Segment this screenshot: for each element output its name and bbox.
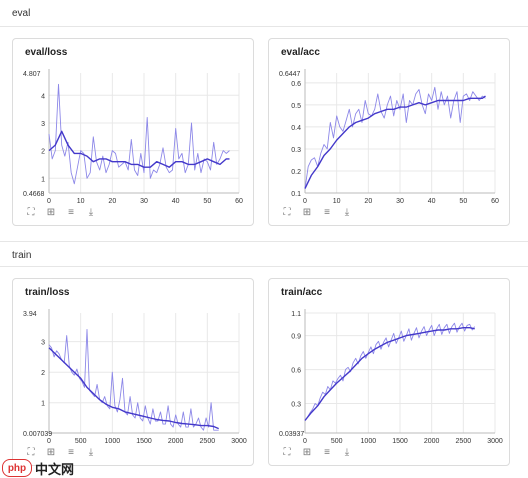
- series-line-raw: [48, 329, 219, 431]
- download-icon[interactable]: ⤓: [344, 207, 350, 218]
- x-tick-label: 20: [364, 198, 372, 205]
- x-tick-label: 60: [491, 198, 499, 205]
- download-icon[interactable]: ⤓: [344, 447, 350, 458]
- x-tick-label: 20: [108, 198, 116, 205]
- series-line-smoothed: [304, 327, 475, 421]
- x-tick-label: 2500: [200, 438, 216, 445]
- download-icon[interactable]: ⤓: [88, 447, 94, 458]
- y-tick-label: 1: [41, 401, 45, 408]
- x-tick-label: 3000: [487, 438, 503, 445]
- series-line-smoothed: [48, 347, 219, 430]
- y-extent-label: 0.03937: [279, 431, 304, 438]
- y-tick-label: 0.6: [291, 81, 301, 88]
- watermark: php 中文网: [2, 458, 74, 478]
- series-line-raw: [304, 322, 476, 421]
- x-tick-label: 10: [77, 198, 85, 205]
- x-tick-label: 50: [203, 198, 211, 205]
- y-extent-label: 0.007039: [23, 431, 52, 438]
- expand-icon[interactable]: ⛶: [283, 207, 291, 218]
- x-tick-label: 10: [333, 198, 341, 205]
- y-extent-label: 3.94: [23, 311, 37, 318]
- y-tick-label: 3: [41, 121, 45, 128]
- x-tick-label: 3000: [231, 438, 247, 445]
- y-tick-label: 2: [41, 370, 45, 377]
- x-tick-label: 60: [235, 198, 243, 205]
- section-divider: [0, 26, 528, 27]
- filter-icon[interactable]: ≡: [68, 447, 74, 458]
- x-tick-label: 500: [75, 438, 87, 445]
- x-tick-label: 500: [331, 438, 343, 445]
- x-tick-label: 30: [396, 198, 404, 205]
- y-tick-label: 1: [41, 176, 45, 183]
- y-tick-label: 0.3: [291, 402, 301, 409]
- x-tick-label: 2000: [424, 438, 440, 445]
- x-tick-label: 2000: [168, 438, 184, 445]
- expand-icon[interactable]: ⛶: [27, 447, 35, 458]
- chart-card-eval-loss: eval/loss 1 2 3 4 0.4668 4.807 0 10 20 30 40 50 60 ⛶…: [12, 38, 254, 226]
- chart-toolbar: ⛶ ⊞ ≡ ⤓: [281, 447, 353, 459]
- y-extent-label: 0.4668: [23, 191, 45, 198]
- chart-card-eval-acc: eval/acc 0.1 0.2 0.3 0.4 0.5 0.6 0.6447 0 10 20 30…: [268, 38, 510, 226]
- x-tick-label: 1500: [392, 438, 408, 445]
- x-tick-label: 30: [140, 198, 148, 205]
- section-title-eval[interactable]: eval: [12, 8, 31, 19]
- x-tick-label: 50: [459, 198, 467, 205]
- fit-icon[interactable]: ⊞: [302, 207, 312, 218]
- x-tick-label: 40: [428, 198, 436, 205]
- section-title-train[interactable]: train: [12, 250, 32, 261]
- chart-title: train/acc: [281, 287, 323, 298]
- series-line-smoothed: [304, 95, 486, 189]
- y-tick-label: 0.2: [291, 169, 301, 176]
- chart-eval-loss[interactable]: 1 2 3 4 0.4668 4.807 0 10 20 30 40 50 60: [13, 39, 253, 207]
- section-divider: [0, 241, 528, 242]
- x-tick-label: 0: [47, 198, 51, 205]
- chart-title: eval/acc: [281, 47, 320, 58]
- filter-icon[interactable]: ≡: [324, 207, 330, 218]
- chart-toolbar: ⛶ ⊞ ≡ ⤓: [25, 207, 97, 219]
- y-tick-label: 0.9: [291, 334, 301, 341]
- chart-toolbar: ⛶ ⊞ ≡ ⤓: [281, 207, 353, 219]
- x-tick-label: 40: [172, 198, 180, 205]
- x-tick-label: 1000: [361, 438, 377, 445]
- x-tick-label: 2500: [456, 438, 472, 445]
- y-tick-label: 0.5: [291, 103, 301, 110]
- y-tick-label: 0.1: [291, 191, 301, 198]
- filter-icon[interactable]: ≡: [324, 447, 330, 458]
- chart-train-loss[interactable]: 1 2 3 0.007039 3.94 0 500 1000 1500 2000 2500 3000: [13, 279, 253, 447]
- watermark-text: 中文网: [35, 461, 75, 477]
- chart-title: train/loss: [25, 287, 70, 298]
- series-line-raw: [304, 86, 486, 189]
- chart-title: eval/loss: [25, 47, 68, 58]
- y-tick-label: 3: [41, 340, 45, 347]
- x-tick-label: 1000: [105, 438, 121, 445]
- y-tick-label: 0.6: [291, 368, 301, 375]
- fit-icon[interactable]: ⊞: [46, 447, 56, 458]
- y-extent-label: 4.807: [23, 71, 41, 78]
- y-tick-label: 0.3: [291, 147, 301, 154]
- chart-card-train-acc: train/acc 0.3 0.6 0.9 1.1 0.03937 0 500 1000 150…: [268, 278, 510, 466]
- expand-icon[interactable]: ⛶: [283, 447, 291, 458]
- fit-icon[interactable]: ⊞: [46, 207, 56, 218]
- chart-toolbar: ⛶ ⊞ ≡ ⤓: [25, 447, 97, 459]
- expand-icon[interactable]: ⛶: [27, 207, 35, 218]
- y-tick-label: 1.1: [291, 311, 301, 318]
- x-tick-label: 1500: [136, 438, 152, 445]
- y-tick-label: 4: [41, 93, 45, 100]
- series-line-raw: [48, 83, 230, 185]
- download-icon[interactable]: ⤓: [88, 207, 94, 218]
- x-tick-label: 0: [303, 438, 307, 445]
- y-tick-label: 2: [41, 149, 45, 156]
- series-line-smoothed: [48, 130, 230, 168]
- x-tick-label: 0: [303, 198, 307, 205]
- y-tick-label: 0.4: [291, 125, 301, 132]
- watermark-logo: php: [2, 459, 32, 477]
- y-extent-label: 0.6447: [279, 71, 301, 78]
- chart-eval-acc[interactable]: 0.1 0.2 0.3 0.4 0.5 0.6 0.6447 0 10 20 30 40 50 60: [269, 39, 509, 207]
- x-tick-label: 0: [47, 438, 51, 445]
- fit-icon[interactable]: ⊞: [302, 447, 312, 458]
- chart-card-train-loss: train/loss 1 2 3 0.007039 3.94 0 500 1000 1500 20…: [12, 278, 254, 466]
- filter-icon[interactable]: ≡: [68, 207, 74, 218]
- section-divider: [0, 266, 528, 267]
